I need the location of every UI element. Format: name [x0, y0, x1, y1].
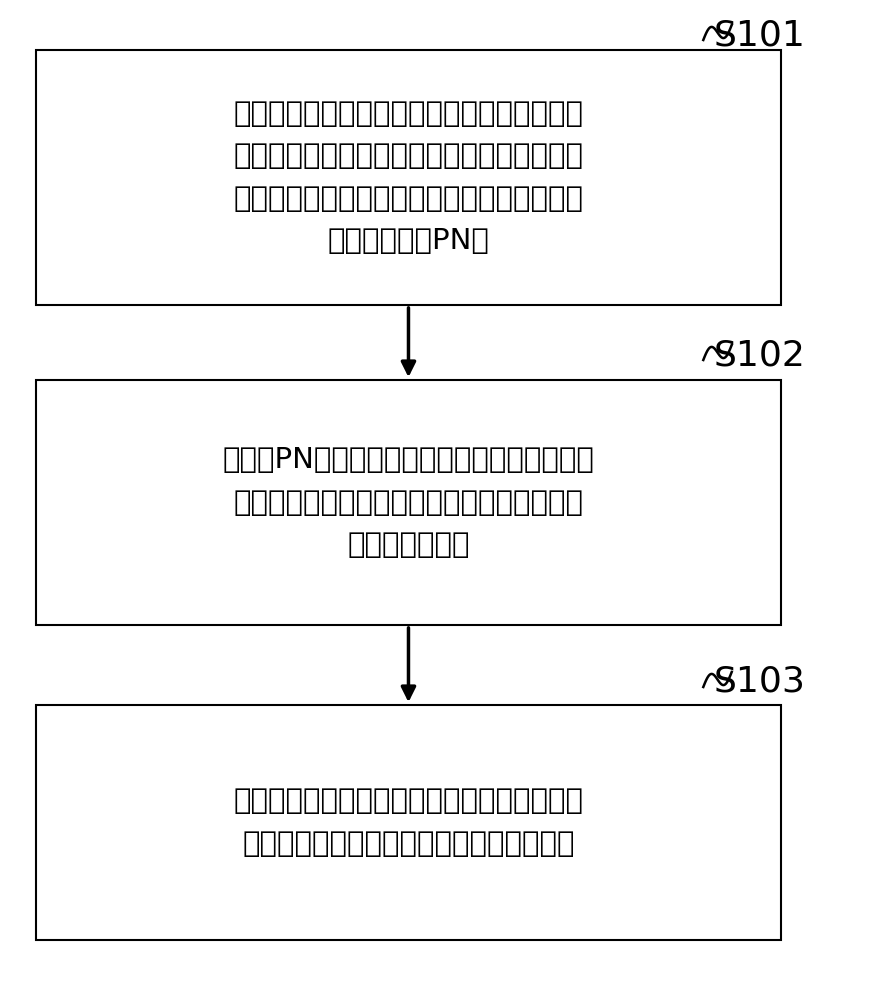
Bar [36, 50, 781, 305]
Bar [36, 705, 781, 940]
Text: S103: S103 [713, 665, 805, 699]
Text: S101: S101 [713, 18, 805, 52]
Text: 在扩散炉管内，将制绒后的硅片通入携带三氯
氧磷的小氮，在预设第一温度下第一次沉积磷
源，并在预设第二温度下通入氧气和大氮进行
高温推进得到PN结: 在扩散炉管内，将制绒后的硅片通入携带三氯 氧磷的小氮，在预设第一温度下第一次沉积… [234, 100, 583, 255]
Text: 在所述PN结上通入携带三氯氧磷的小氮，第二
次沉积磷源，进而在硅片表面形成含低浓度磷
源的磷硅玻璃层: 在所述PN结上通入携带三氯氧磷的小氮，第二 次沉积磷源，进而在硅片表面形成含低浓… [223, 446, 594, 559]
Bar [36, 380, 781, 625]
Text: 通入大氮对所述磷硅玻璃层进行吹扫，结束扩
散，在硅片表面获得含低浓度磷源的发射极: 通入大氮对所述磷硅玻璃层进行吹扫，结束扩 散，在硅片表面获得含低浓度磷源的发射极 [234, 787, 583, 858]
Text: S102: S102 [713, 338, 805, 372]
